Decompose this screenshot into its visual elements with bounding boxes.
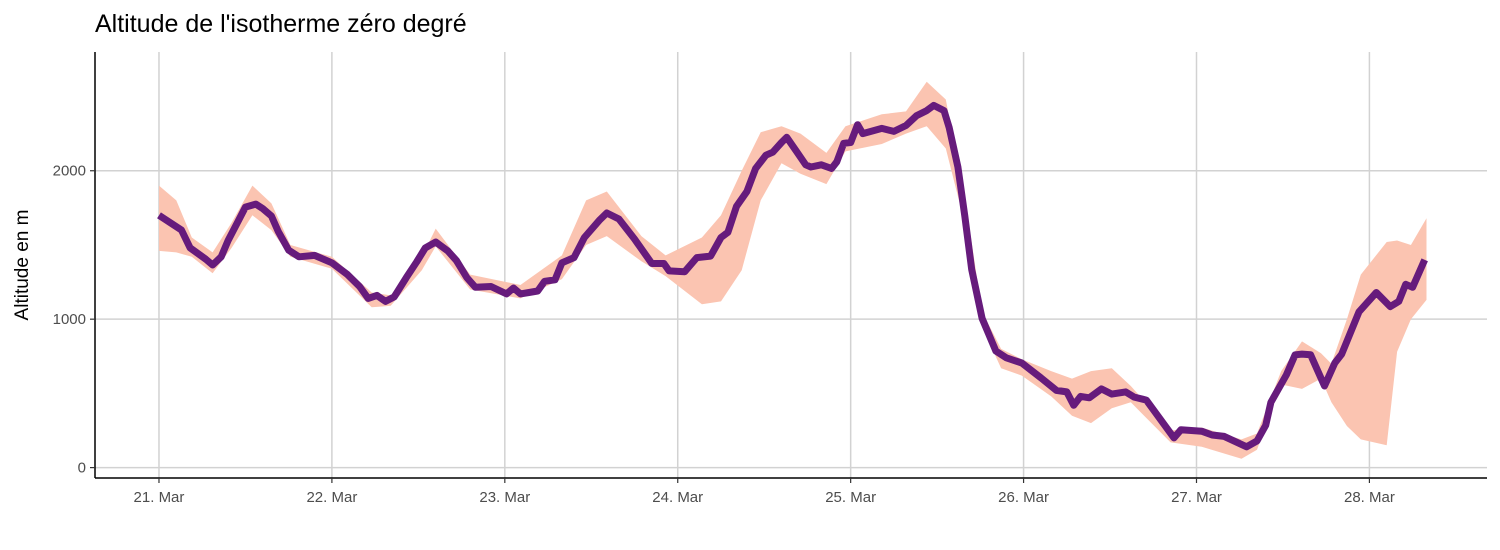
y-ticks: 0 1000 2000	[53, 163, 95, 477]
chart-title: Altitude de l'isotherme zéro degré	[95, 10, 467, 38]
range-band	[159, 81, 1427, 459]
y-axis-label: Altitude en m	[12, 210, 33, 321]
y-tick-label: 0	[78, 460, 86, 477]
mean-line-group	[157, 101, 1428, 451]
x-ticks: 21. Mar 22. Mar 23. Mar 24. Mar 25. Mar 26. M…	[134, 478, 1395, 506]
grid	[95, 52, 1487, 478]
x-tick-label: 26. Mar	[998, 489, 1049, 506]
x-tick-label: 21. Mar	[134, 489, 185, 506]
range-band-group	[159, 81, 1427, 459]
x-tick-label: 25. Mar	[825, 489, 876, 506]
x-tick-label: 23. Mar	[479, 489, 530, 506]
x-tick-label: 27. Mar	[1171, 489, 1222, 506]
x-tick-label: 22. Mar	[306, 489, 357, 506]
x-tick-label: 24. Mar	[652, 489, 703, 506]
mean-line	[157, 101, 1428, 451]
y-tick-label: 1000	[53, 311, 86, 328]
y-tick-label: 2000	[53, 163, 86, 180]
x-tick-label: 28. Mar	[1344, 489, 1395, 506]
